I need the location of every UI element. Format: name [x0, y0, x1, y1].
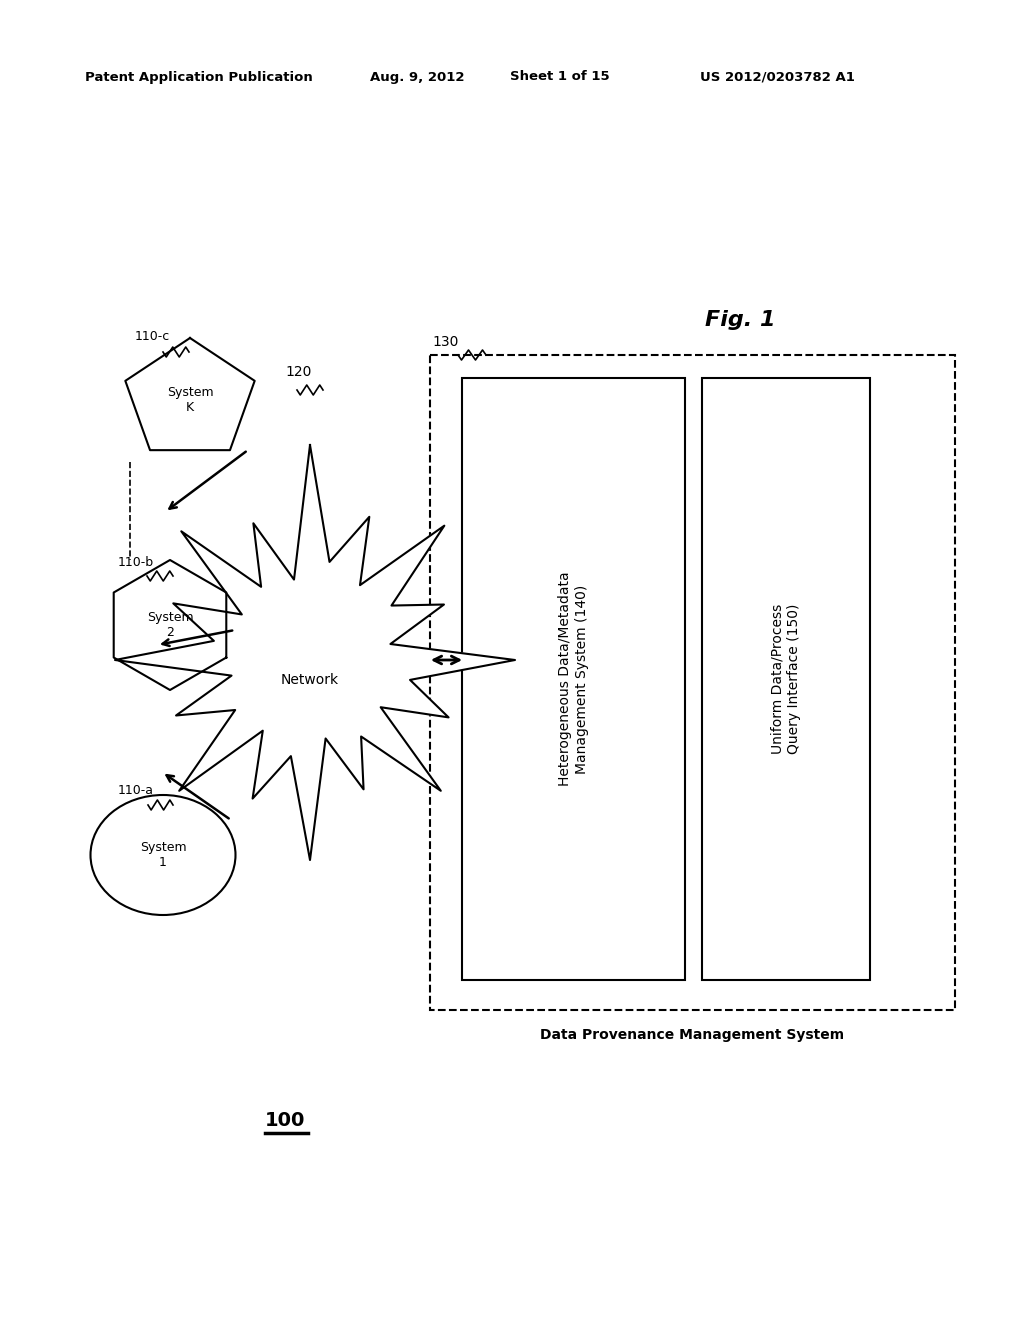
Polygon shape [125, 338, 255, 450]
Text: Patent Application Publication: Patent Application Publication [85, 70, 312, 83]
Text: Sheet 1 of 15: Sheet 1 of 15 [510, 70, 609, 83]
Bar [430, 355, 955, 1010]
Text: Data Provenance Management System: Data Provenance Management System [541, 1028, 845, 1041]
Polygon shape [114, 560, 226, 690]
Text: System
K: System K [167, 385, 213, 414]
Bar [702, 378, 870, 979]
Text: 130: 130 [432, 335, 459, 348]
Text: 110-c: 110-c [135, 330, 170, 343]
Text: System
2: System 2 [146, 611, 194, 639]
Text: 100: 100 [265, 1110, 305, 1130]
Text: US 2012/0203782 A1: US 2012/0203782 A1 [700, 70, 855, 83]
Text: Aug. 9, 2012: Aug. 9, 2012 [370, 70, 465, 83]
Text: 110-b: 110-b [118, 556, 155, 569]
Ellipse shape [90, 795, 236, 915]
Text: System
1: System 1 [139, 841, 186, 869]
Text: 110-a: 110-a [118, 784, 154, 796]
Text: Fig. 1: Fig. 1 [705, 310, 775, 330]
Text: Heterogeneous Data/Metadata
Management System (140): Heterogeneous Data/Metadata Management S… [558, 572, 589, 787]
Text: 120: 120 [285, 366, 311, 379]
Text: Network: Network [281, 673, 339, 686]
Text: Uniform Data/Process
Query Interface (150): Uniform Data/Process Query Interface (15… [771, 603, 801, 754]
Polygon shape [115, 445, 515, 861]
Bar [462, 378, 685, 979]
